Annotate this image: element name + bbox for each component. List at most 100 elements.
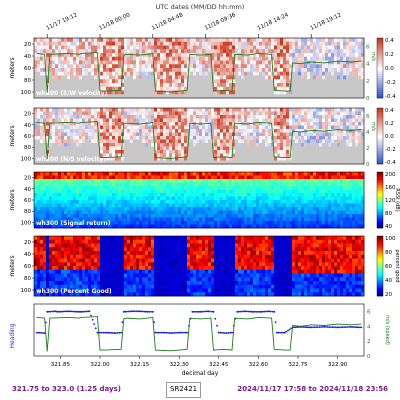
colorbar-tick-label: 0.0 bbox=[385, 134, 394, 140]
heading-point bbox=[46, 310, 49, 313]
heading-point bbox=[307, 326, 310, 329]
top-axis-tick-label: 11/18 19:12 bbox=[310, 12, 343, 32]
top-axis-tick-label: 11/18 14:24 bbox=[257, 12, 290, 32]
top-axis-tick-label: 11/17 19:12 bbox=[46, 12, 79, 32]
heading-point bbox=[249, 310, 251, 313]
heading-point bbox=[133, 310, 136, 313]
heading-point bbox=[132, 310, 135, 313]
heading-point bbox=[354, 326, 357, 328]
heading-point bbox=[156, 331, 158, 334]
heading-point bbox=[250, 310, 253, 313]
heading-point bbox=[56, 310, 59, 313]
heading-point bbox=[231, 331, 233, 334]
colorbar-tick-label: 160 bbox=[385, 185, 396, 191]
heading-point bbox=[176, 331, 179, 334]
y-tick-label: 40 bbox=[24, 187, 31, 193]
heading-point bbox=[165, 331, 168, 334]
colorbar-tick-label: 0.2 bbox=[385, 121, 394, 127]
heading-point bbox=[193, 310, 195, 313]
heading-point bbox=[348, 326, 350, 328]
y-tick-label: 100 bbox=[21, 220, 32, 226]
heading-point bbox=[323, 326, 326, 328]
heading-point bbox=[124, 310, 127, 313]
heading-point bbox=[201, 310, 203, 313]
heading-point bbox=[179, 331, 182, 334]
heading-point bbox=[154, 331, 157, 334]
heading-point bbox=[96, 331, 99, 334]
heading-point bbox=[225, 332, 228, 334]
x-tick-label: 322.60 bbox=[249, 362, 269, 368]
heading-point bbox=[222, 332, 225, 334]
colorbar-tick-label: -0.4 bbox=[385, 94, 396, 100]
heading-point bbox=[90, 314, 92, 317]
heading-point bbox=[37, 331, 40, 334]
heading-point bbox=[344, 326, 347, 328]
heading-point bbox=[49, 310, 52, 313]
colorbar-tick-label: -0.2 bbox=[385, 80, 396, 86]
heading-point bbox=[157, 331, 160, 334]
heading-point bbox=[340, 326, 342, 329]
heatmap-panel-4: 20 40 60 80 100 meters wh300 (Percent Good) 100… bbox=[9, 235, 400, 298]
y-tick-label: 20 bbox=[24, 112, 31, 118]
heading-point bbox=[91, 318, 94, 321]
panel-frame bbox=[33, 303, 365, 357]
heading-point bbox=[80, 310, 83, 313]
heading-point bbox=[170, 332, 173, 334]
heading-speed-panel: 321.85 322.00 322.15 322.30 322.45 322.60 322.… bbox=[9, 303, 390, 377]
colorbar-tick-label: 40 bbox=[385, 278, 392, 284]
heading-point bbox=[328, 326, 331, 328]
heading-point bbox=[247, 310, 250, 313]
heading-point bbox=[175, 331, 177, 334]
heading-point bbox=[351, 326, 354, 328]
heading-point bbox=[244, 310, 247, 313]
heading-point bbox=[111, 332, 114, 334]
top-axis-label: UTC dates (MM/DD hh:mm) bbox=[156, 3, 245, 11]
heading-point bbox=[83, 310, 86, 313]
heading-point bbox=[282, 331, 285, 334]
right-tick-label: 2 bbox=[366, 146, 370, 152]
heading-point bbox=[43, 332, 46, 334]
heading-point bbox=[191, 310, 194, 313]
colorbar-tick-label: 60 bbox=[385, 264, 392, 270]
y-tick-label: 40 bbox=[24, 252, 31, 258]
heading-point bbox=[258, 310, 261, 313]
y-tick-label: 20 bbox=[24, 240, 31, 246]
heading-point bbox=[310, 326, 313, 329]
heading-point bbox=[61, 310, 64, 313]
colorbar-tick-label: -0.4 bbox=[385, 160, 396, 166]
y-axis-label: meters bbox=[9, 189, 16, 210]
heading-point bbox=[236, 310, 239, 313]
heading-point bbox=[326, 326, 329, 328]
heading-point bbox=[320, 326, 322, 328]
heading-point bbox=[40, 332, 43, 334]
heading-point bbox=[199, 310, 202, 313]
colorbar-tick-label: 80 bbox=[385, 211, 392, 217]
heading-point bbox=[186, 331, 189, 334]
colorbar-label: percent good bbox=[394, 249, 400, 282]
y-tick-label: 20 bbox=[24, 176, 31, 182]
footer-cruise-id: SR2421 bbox=[166, 382, 202, 398]
heading-point bbox=[304, 326, 307, 328]
heading-point bbox=[160, 331, 163, 334]
heading-point bbox=[280, 331, 283, 334]
heading-point bbox=[145, 310, 147, 313]
heading-point bbox=[168, 332, 171, 334]
colorbar-tick-label: 120 bbox=[385, 198, 396, 204]
heading-point bbox=[194, 310, 197, 313]
heading-point bbox=[108, 331, 111, 334]
heading-point bbox=[318, 326, 321, 328]
heading-point bbox=[196, 310, 199, 313]
panel-label: wh300 (N/S velocity) bbox=[36, 156, 106, 163]
heading-point bbox=[172, 332, 174, 334]
heading-point bbox=[38, 331, 41, 334]
heading-point bbox=[62, 310, 65, 313]
heading-point bbox=[245, 310, 248, 313]
heading-point bbox=[216, 324, 218, 327]
right-tick-label: 0 bbox=[366, 162, 370, 168]
heading-point bbox=[76, 310, 79, 313]
heading-point bbox=[288, 328, 291, 331]
heading-point bbox=[252, 310, 255, 313]
right-tick-label: 0 bbox=[366, 96, 370, 102]
